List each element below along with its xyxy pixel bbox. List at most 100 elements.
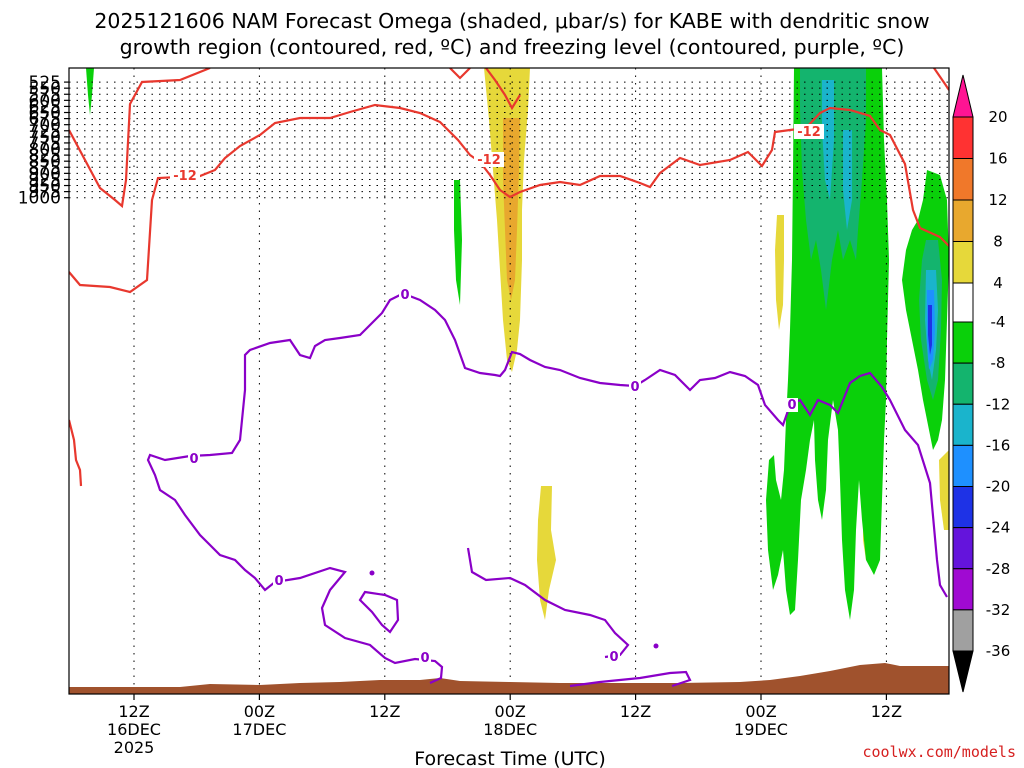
plot-area: -12 -12 -12 0 0 0 0 0 0 0 [69, 68, 949, 694]
purple-contours [146, 293, 948, 688]
purple-contour-main [146, 293, 444, 685]
colorbar-tick-label: -8 [991, 354, 1006, 372]
purple-contour-label-2: 0 [630, 380, 639, 395]
y-tick-label: 675 [29, 110, 61, 130]
y-tick-label: 725 [29, 122, 61, 142]
x-tick-label-time: 12Z [620, 702, 651, 721]
colorbar-bin [952, 199, 974, 242]
colorbar-bin [952, 158, 974, 201]
omega-shading-positive [484, 68, 949, 620]
y-tick-label: 850 [29, 152, 61, 172]
red-contour-label-2: -12 [477, 153, 501, 168]
colorbar-tick-label: 12 [988, 191, 1007, 209]
y-tick-label: 650 [29, 104, 61, 124]
colorbar-tick-label: -12 [986, 395, 1011, 413]
purple-contour-label-7: 0 [609, 650, 618, 665]
purple-contour-label-3: 0 [787, 398, 796, 413]
omega-yellow-low [537, 486, 556, 620]
purple-contour-label-5: 0 [274, 574, 283, 589]
y-tick-label: 525 [29, 73, 61, 93]
y-tick-label: 975 [29, 183, 61, 203]
y-tick-label: 1000 [18, 189, 61, 209]
colorbar-bin [952, 527, 974, 570]
colorbar-bin [952, 362, 974, 405]
purple-contour-loop1 [358, 590, 400, 634]
purple-contour-label-1: 0 [400, 288, 409, 303]
red-contour-topright [933, 68, 949, 91]
purple-contour-mid [406, 293, 948, 598]
y-tick-label: 575 [29, 85, 61, 105]
colorbar-tick-label: -4 [991, 313, 1006, 331]
y-tick-label: 875 [29, 158, 61, 178]
x-tick-label-date: 18DEC [483, 720, 537, 739]
omega-green-18dec-left [454, 180, 462, 305]
red-contour-18dec-top [485, 68, 521, 111]
colorbar-bin [952, 444, 974, 487]
omega-green-right-sliver [820, 330, 826, 400]
y-tick-label: 900 [29, 164, 61, 184]
purple-contour-label-6: 0 [420, 651, 429, 666]
colorbar-tick-label: -32 [986, 601, 1011, 619]
omega-yellow-19dec [775, 215, 784, 330]
x-tick-label-time: 12Z [871, 702, 902, 721]
colorbar-top-arrow [952, 74, 974, 118]
red-contour-main [69, 103, 949, 294]
x-tick-label-time: 00Z [244, 702, 275, 721]
colorbar-tick-label: 8 [993, 233, 1003, 251]
x-tick-label-date: 16DEC [107, 720, 161, 739]
chart-title-line1: 2025121606 NAM Forecast Omega (shaded, μ… [94, 9, 929, 33]
colorbar-tick-label: 16 [988, 150, 1007, 168]
colorbar-tick-label: -28 [986, 560, 1011, 578]
y-axis: 5255505756006256506757007257507758008258… [18, 73, 69, 209]
x-tick-label-time: 00Z [745, 702, 776, 721]
purple-contour-dot-2 [653, 643, 659, 649]
purple-contour-bottom [569, 670, 692, 688]
x-tick-label-year: 2025 [114, 738, 155, 757]
colorbar-tick-label: -20 [986, 478, 1011, 496]
y-tick-label: 600 [29, 91, 61, 111]
y-tick-label: 825 [29, 146, 61, 166]
y-tick-label: 925 [29, 170, 61, 190]
colorbar-bin [952, 403, 974, 446]
omega-orange-core [503, 118, 520, 300]
colorbar-bin [952, 282, 974, 323]
red-contour-label-1: -12 [173, 169, 197, 184]
colorbar-tick-label: -24 [986, 519, 1011, 537]
colorbar-bottom-arrow [952, 650, 974, 693]
colorbar-bin [952, 486, 974, 529]
x-axis-label: Forecast Time (UTC) [414, 748, 605, 768]
y-tick-label: 800 [29, 140, 61, 160]
omega-yellow-edge [939, 450, 949, 530]
purple-contour-label-4: 0 [189, 452, 198, 467]
chart-title-line2: growth region (contoured, red, ºC) and f… [120, 35, 905, 59]
purple-contour-lower [466, 547, 630, 659]
colorbar: 20 16 12 8 4 -4 -8 -12 -16 -20 -24 -28 -32 -36 [952, 74, 1011, 693]
colorbar-tick-label: 20 [988, 108, 1007, 126]
y-tick-label: 550 [29, 79, 61, 99]
y-tick-label: 775 [29, 134, 61, 154]
colorbar-tick-label: 4 [993, 274, 1003, 292]
colorbar-bin [952, 241, 974, 284]
colorbar-bin [952, 609, 974, 652]
plot-border [68, 67, 950, 695]
colorbar-bin [952, 116, 974, 159]
red-contour-top-mid [449, 68, 471, 80]
credit-text: coolwx.com/models [862, 743, 1016, 761]
red-contours [69, 68, 949, 487]
omega-green-topleft [86, 68, 94, 115]
colorbar-tick-label: -36 [986, 642, 1011, 660]
colorbar-bin [952, 568, 974, 611]
y-tick-label: 700 [29, 116, 61, 136]
x-tick-label-time: 12Z [369, 702, 400, 721]
x-tick-label-date: 17DEC [232, 720, 286, 739]
omega-darkblue-right-plume [928, 305, 932, 355]
x-tick-label-time: 12Z [118, 702, 149, 721]
purple-contour-dot-1 [369, 570, 375, 576]
terrain-fill [69, 663, 949, 694]
red-contour-label-3: -12 [797, 125, 821, 140]
x-tick-label-time: 00Z [495, 702, 526, 721]
x-tick-label-date: 19DEC [734, 720, 788, 739]
y-tick-label: 950 [29, 177, 61, 197]
